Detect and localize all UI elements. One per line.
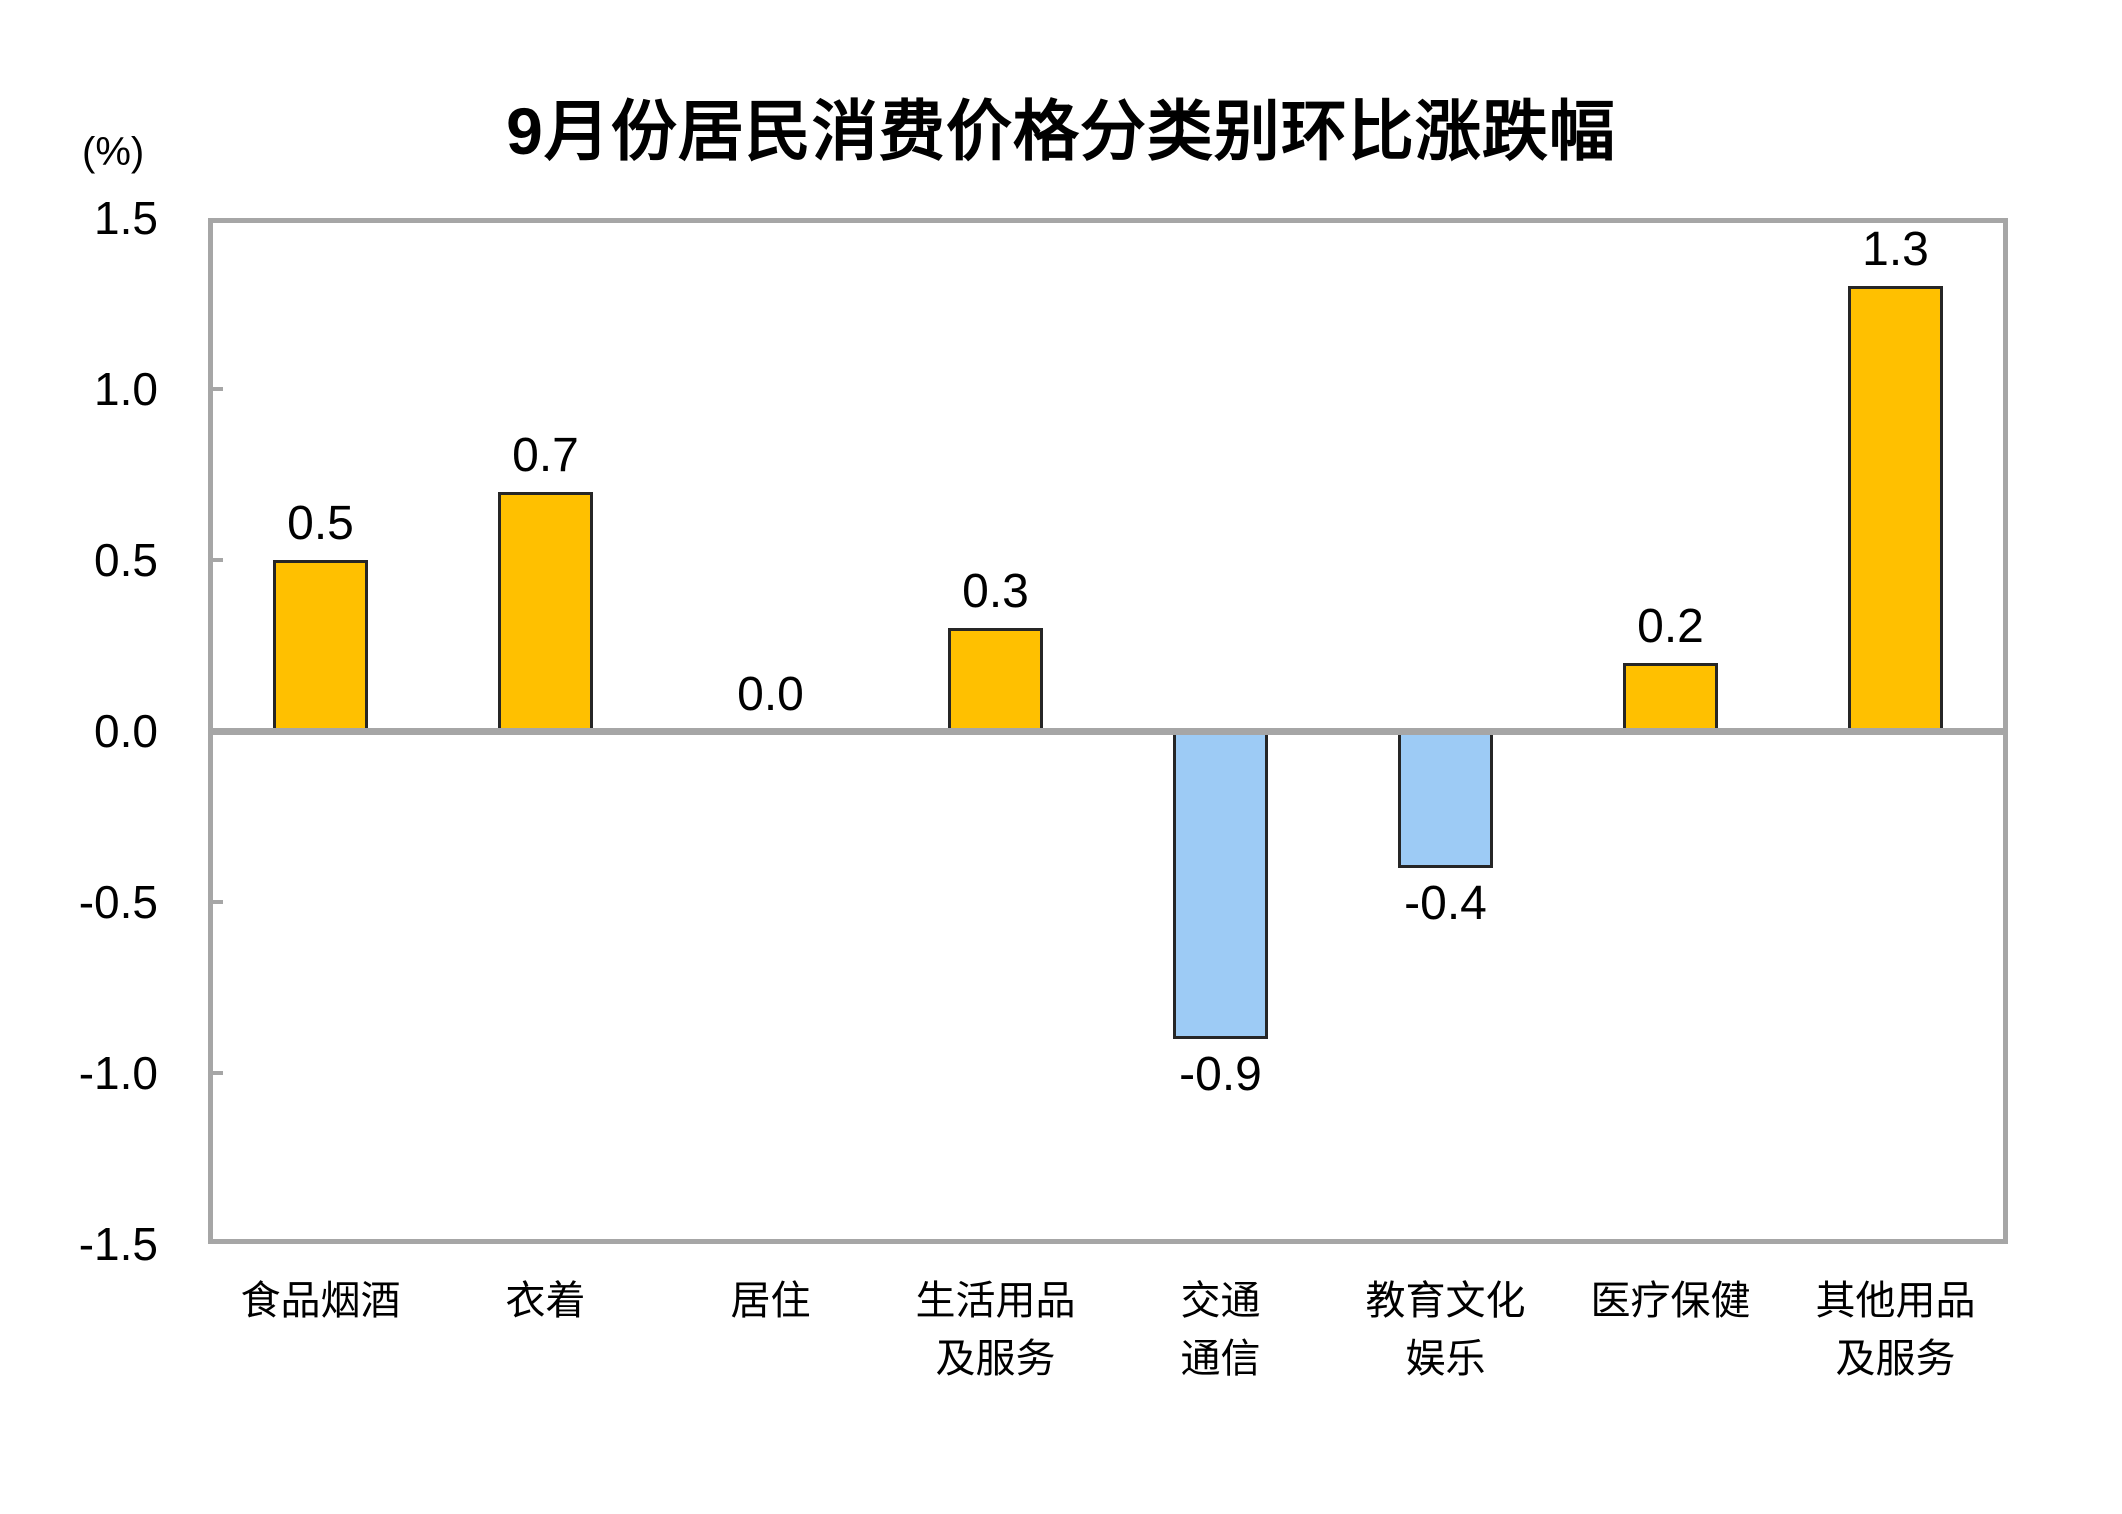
x-axis-label-line: 娱乐 (1405, 1337, 1486, 1381)
data-label: 0.2 (1637, 599, 1704, 653)
x-axis-label-line: 医疗保健 (1590, 1279, 1751, 1323)
data-label: -0.4 (1404, 876, 1487, 930)
bar-其他用品及服务 (1848, 286, 1943, 731)
x-axis-label-line: 居住 (730, 1279, 811, 1323)
y-axis-tick-label: -1.5 (78, 1218, 158, 1270)
plot-area: 0.5 0.7 0.0 0.3 -0.9 -0.4 0.2 1.3 (208, 218, 2008, 1244)
x-axis-label-line: 食品烟酒 (240, 1279, 401, 1323)
y-axis-tick-mark (208, 558, 223, 562)
y-axis-tick-label: 0.0 (94, 705, 158, 757)
y-axis-unit-label: (%) (82, 130, 145, 174)
bar-医疗保健 (1623, 662, 1718, 731)
bar-教育文化娱乐 (1398, 731, 1493, 868)
chart-title: 9月份居民消费价格分类别环比涨跌幅 (506, 94, 1616, 168)
data-label: 1.3 (1862, 223, 1929, 277)
bar-食品烟酒 (273, 560, 368, 731)
x-axis-label-衣着: 衣着 (433, 1272, 658, 1330)
x-axis-label-line: 通信 (1180, 1337, 1261, 1381)
data-label: -0.9 (1179, 1047, 1262, 1101)
x-axis-label-其他用品及服务: 其他用品 及服务 (1783, 1272, 2008, 1388)
bar-交通通信 (1173, 731, 1268, 1039)
y-axis-tick-label: -1.0 (78, 1047, 158, 1099)
x-axis-label-line: 及服务 (1835, 1337, 1956, 1381)
y-axis-tick-label: 1.5 (94, 192, 158, 244)
x-axis-label-line: 生活用品 (915, 1279, 1076, 1323)
y-axis-tick-mark (208, 1071, 223, 1075)
x-axis-label-line: 衣着 (505, 1279, 586, 1323)
x-axis-label-line: 及服务 (935, 1337, 1056, 1381)
bar-生活用品及服务 (948, 628, 1043, 731)
y-axis-tick-label: -0.5 (78, 876, 158, 928)
data-label: 0.7 (512, 428, 579, 482)
x-axis-label-教育文化娱乐: 教育文化 娱乐 (1333, 1272, 1558, 1388)
x-axis-label-交通通信: 交通 通信 (1108, 1272, 1333, 1388)
y-axis-tick-labels: 1.5 1.0 0.5 0.0 -0.5 -1.0 -1.5 (0, 0, 158, 1514)
data-label: 0.0 (737, 668, 804, 721)
x-axis-label-医疗保健: 医疗保健 (1558, 1272, 1783, 1330)
x-axis-label-居住: 居住 (658, 1272, 883, 1330)
x-axis-label-生活用品及服务: 生活用品 及服务 (883, 1272, 1108, 1388)
data-label: 0.3 (962, 565, 1029, 619)
x-axis-label-line: 交通 (1180, 1279, 1261, 1323)
y-axis-tick-mark (208, 387, 223, 391)
zero-axis-line (208, 727, 2008, 735)
bar-衣着 (498, 491, 593, 731)
x-axis-label-line: 教育文化 (1365, 1279, 1526, 1323)
x-axis-label-line: 其他用品 (1815, 1279, 1976, 1323)
data-label: 0.5 (287, 497, 354, 550)
y-axis-tick-label: 0.5 (94, 534, 158, 586)
y-axis-tick-mark (208, 900, 223, 904)
y-axis-tick-label: 1.0 (94, 363, 158, 415)
x-axis-label-食品烟酒: 食品烟酒 (208, 1272, 433, 1330)
